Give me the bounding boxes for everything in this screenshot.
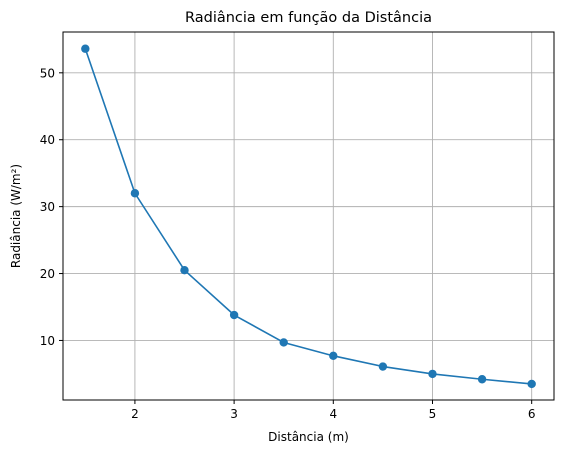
y-tick-label: 10 xyxy=(40,334,55,348)
x-tick-label: 5 xyxy=(429,407,437,421)
data-point-marker xyxy=(229,310,239,320)
data-point-marker xyxy=(477,375,487,384)
grid-layer xyxy=(63,32,554,400)
chart-title: Radiância em função da Distância xyxy=(185,10,432,26)
x-tick-label: 4 xyxy=(329,407,337,421)
y-tick-label: 30 xyxy=(40,200,55,214)
data-point-marker xyxy=(378,362,388,371)
y-axis-label: Radiância (W/m²) xyxy=(9,164,23,268)
x-tick-label: 6 xyxy=(528,407,536,421)
x-tick-label: 2 xyxy=(131,407,139,421)
data-point-marker xyxy=(130,189,140,198)
data-point-marker xyxy=(180,265,189,275)
series-layer xyxy=(81,44,536,389)
y-tick-label: 40 xyxy=(40,133,55,147)
data-point-marker xyxy=(329,351,338,361)
x-tick-label: 3 xyxy=(230,407,238,421)
plot-area-frame xyxy=(62,31,555,401)
data-point-marker xyxy=(527,379,536,389)
y-tick-label: 50 xyxy=(40,66,55,80)
data-point-marker xyxy=(279,338,288,347)
series-line xyxy=(84,48,532,385)
data-point-marker xyxy=(428,369,437,379)
tick-layer: 2 3 4 5 6 10 20 30 40 50 xyxy=(40,66,536,421)
data-point-marker xyxy=(81,44,90,53)
y-tick-label: 20 xyxy=(40,267,55,281)
x-axis-label: Distância (m) xyxy=(268,430,349,444)
